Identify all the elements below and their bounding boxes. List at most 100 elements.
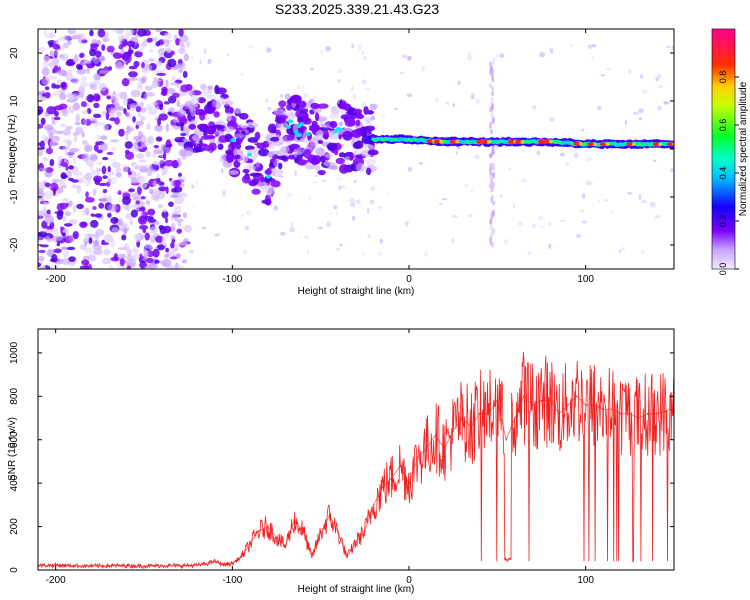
spectrogram-blob — [61, 70, 67, 77]
spectrogram-blob — [385, 192, 390, 196]
spectrogram-blob — [126, 112, 132, 120]
spectrogram-blob — [165, 231, 169, 238]
spectrogram-blob — [68, 154, 74, 158]
spectrogram-blob — [188, 90, 195, 97]
spectrogram-blob — [491, 227, 495, 235]
spectrogram-x-ticks: -200 -100 0 100 — [46, 29, 594, 285]
spectrogram-blob — [310, 157, 320, 166]
spectrogram-blob — [273, 205, 278, 211]
spectrogram-blob — [363, 117, 373, 123]
spectrogram-blob — [365, 159, 377, 166]
spectrogram-blob — [80, 101, 87, 108]
spectrogram-blob — [365, 87, 371, 91]
spectrogram-blob — [178, 29, 184, 37]
spectrogram-blob — [38, 47, 47, 52]
spectrogram-blob — [379, 238, 384, 244]
spectrogram-blob — [112, 158, 116, 164]
spectrogram-blob — [107, 212, 112, 218]
spectrogram-blob — [299, 235, 302, 239]
spectrogram-blob — [362, 55, 367, 60]
spectrogram-blob — [154, 78, 162, 83]
spectrogram-blob — [406, 93, 413, 98]
spectrogram-blob — [624, 119, 627, 125]
spectrogram-blob — [110, 217, 119, 224]
spectrogram-blob — [72, 55, 80, 64]
spectrogram-blob — [631, 142, 636, 146]
spectrogram-blob — [549, 117, 555, 122]
spectrogram-blob — [84, 174, 89, 181]
spectrogram-blob — [76, 203, 84, 210]
spectrogram-blob — [160, 143, 167, 152]
snr-point — [558, 412, 560, 415]
snr-point — [478, 412, 481, 415]
spectrogram-blob — [55, 130, 64, 135]
spectrogram-blob — [181, 225, 189, 231]
spectrogram-blob — [65, 165, 69, 171]
spectrogram-blob — [407, 55, 411, 62]
spectrogram-blob — [463, 183, 469, 188]
spectrogram-blob — [143, 38, 148, 44]
spectrogram-blob — [242, 168, 250, 174]
spectrogram-blob — [148, 188, 154, 195]
spectrogram-blob — [537, 215, 544, 221]
spectrogram-blob — [162, 108, 166, 114]
spectrogram-blob — [164, 39, 170, 48]
spectrogram-blob — [255, 161, 260, 168]
spectrogram-blob — [231, 141, 242, 151]
spectrogram-blob — [265, 98, 268, 104]
spectrogram-blob — [340, 185, 347, 189]
spectrogram-blob — [123, 164, 129, 173]
spectrogram-blob — [81, 132, 85, 138]
snr-x-label: Height of straight line (km) — [298, 584, 415, 595]
snr-point — [381, 486, 384, 489]
spectrogram-blob — [330, 106, 341, 115]
spectrogram-blob — [81, 259, 90, 266]
spectrogram-blob — [351, 86, 354, 91]
spectrogram-blob — [548, 47, 554, 54]
spectrogram-blob — [654, 215, 661, 219]
spectrogram-blob — [591, 44, 597, 48]
spectrogram-blob — [126, 125, 131, 134]
spectrogram-blob — [296, 159, 308, 166]
spectrogram-blob — [119, 257, 125, 267]
spectrogram-blob — [88, 254, 97, 262]
spectrogram-blob — [224, 97, 230, 103]
spectrogram-blob — [121, 77, 130, 87]
spectrogram-blob — [335, 126, 341, 131]
spectrogram-blob — [51, 253, 58, 263]
spectrogram-blob — [44, 182, 51, 188]
spectrogram-blob — [158, 113, 168, 121]
colorbar-tick-label: 0.0 — [718, 263, 728, 276]
spectrogram-blob — [490, 128, 494, 135]
snr-y-tick-label: 600 — [9, 431, 20, 448]
spectrogram-blob — [251, 188, 261, 195]
snr-point — [311, 556, 313, 558]
spectrogram-blob — [314, 112, 320, 122]
spectrogram-blob — [185, 83, 193, 92]
spectrogram-blob — [140, 141, 146, 147]
spectrogram-blob — [426, 138, 434, 143]
spectrogram-blob — [249, 172, 262, 177]
spectrogram-blob — [101, 35, 110, 43]
spectrogram-blob — [65, 144, 71, 150]
spectrogram-blob — [139, 224, 149, 230]
spectrogram-blob — [532, 223, 536, 229]
spectrogram-blob — [285, 124, 291, 129]
spectrogram-blob — [147, 208, 156, 216]
spectrogram-blob — [587, 44, 593, 50]
spectrogram-blob — [543, 139, 551, 144]
spectrogram-blob — [68, 256, 76, 263]
spectrogram-blob — [127, 49, 133, 57]
spectrogram-blob — [64, 211, 71, 217]
spectrogram-blob — [86, 94, 95, 103]
spectrogram-blob — [418, 162, 424, 165]
spectrogram-blob — [475, 154, 480, 160]
spectrogram-blob — [581, 220, 588, 224]
spectrogram-blob — [503, 238, 509, 245]
spectrogram-blob — [303, 149, 312, 159]
spectrogram-blob — [139, 253, 143, 260]
spectrogram-blob — [399, 71, 404, 75]
spectrogram-blob — [157, 181, 165, 186]
snr-point — [452, 430, 454, 432]
spectrogram-blob — [669, 168, 674, 173]
